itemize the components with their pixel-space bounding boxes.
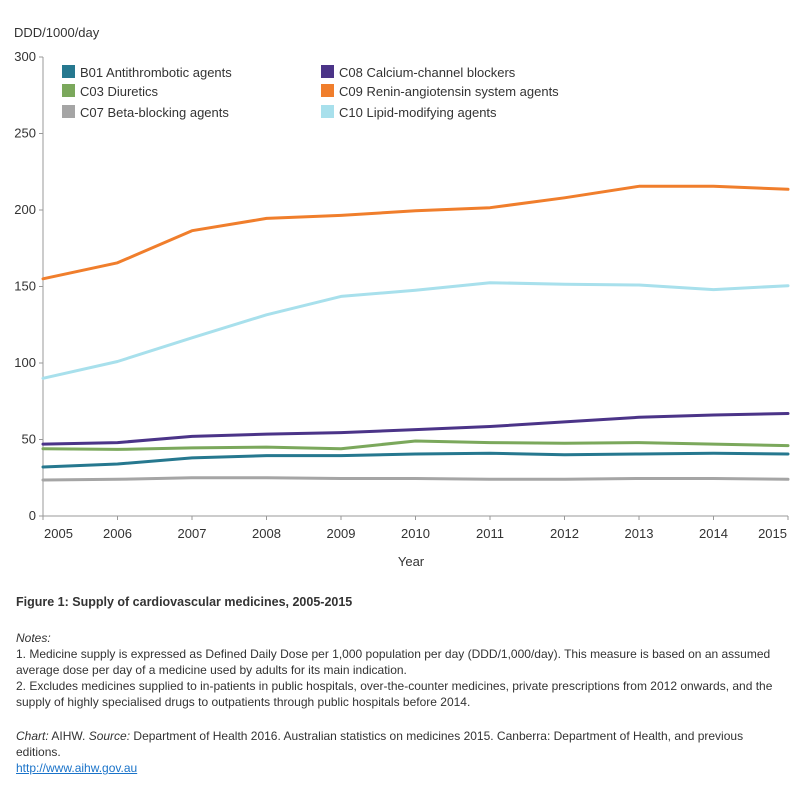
x-tick-label: 2011 xyxy=(476,526,504,541)
legend-label: C09 Renin-angiotensin system agents xyxy=(339,84,559,99)
legend-swatch xyxy=(62,105,75,118)
legend-swatch xyxy=(321,105,334,118)
line-chart: DDD/1000/day Year 0 50 100 150 200 250 300 200… xyxy=(14,25,790,569)
notes-heading: Notes: xyxy=(16,631,51,645)
series-line-c07 xyxy=(41,476,790,482)
figure-caption-block: Figure 1: Supply of cardiovascular medic… xyxy=(16,594,791,776)
y-tick-label: 100 xyxy=(14,355,36,370)
chart-label: Chart: xyxy=(16,729,49,743)
legend-label: C03 Diuretics xyxy=(80,84,159,99)
x-axis-ticks: 2005 2006 2007 2008 2009 2010 2011 2012 2013 2014… xyxy=(42,516,789,541)
x-tick-label: 2009 xyxy=(327,526,356,541)
x-tick-label: 2010 xyxy=(401,526,430,541)
source-text: Department of Health 2016. Australian st… xyxy=(16,729,744,759)
legend-item-c10[interactable]: C10 Lipid-modifying agents xyxy=(321,105,497,120)
legend-swatch xyxy=(62,84,75,97)
series-line-b01 xyxy=(41,451,790,469)
y-tick-label: 0 xyxy=(29,508,36,523)
x-axis-label: Year xyxy=(398,554,425,569)
y-tick-label: 150 xyxy=(14,279,36,294)
note-1: 1. Medicine supply is expressed as Defin… xyxy=(16,647,771,677)
x-tick-label: 2014 xyxy=(699,526,728,541)
series-line-c03 xyxy=(41,439,790,451)
series-line-c09 xyxy=(41,184,790,281)
legend-item-c08[interactable]: C08 Calcium-channel blockers xyxy=(321,65,516,80)
aihw-link[interactable]: http://www.aihw.gov.au xyxy=(16,761,138,775)
x-tick-label: 2006 xyxy=(103,526,132,541)
x-tick-label: 2015 xyxy=(758,526,787,541)
legend[interactable]: B01 Antithrombotic agents C03 Diuretics C0… xyxy=(62,65,559,120)
series-line-c10 xyxy=(41,281,790,380)
x-tick-label: 2008 xyxy=(252,526,281,541)
series-line-c08 xyxy=(41,412,790,446)
legend-item-c03[interactable]: C03 Diuretics xyxy=(62,84,159,99)
y-axis-ticks: 0 50 100 150 200 250 300 xyxy=(14,49,43,523)
legend-label: B01 Antithrombotic agents xyxy=(80,65,232,80)
legend-item-c09[interactable]: C09 Renin-angiotensin system agents xyxy=(321,84,559,99)
x-tick-label: 2012 xyxy=(550,526,579,541)
x-tick-label: 2007 xyxy=(178,526,207,541)
x-tick-label: 2013 xyxy=(625,526,654,541)
legend-label: C08 Calcium-channel blockers xyxy=(339,65,516,80)
legend-swatch xyxy=(321,65,334,78)
legend-item-c07[interactable]: C07 Beta-blocking agents xyxy=(62,105,229,120)
y-tick-label: 200 xyxy=(14,202,36,217)
source-line: Chart: AIHW. Source: Department of Healt… xyxy=(16,728,791,760)
legend-swatch xyxy=(62,65,75,78)
legend-label: C07 Beta-blocking agents xyxy=(80,105,229,120)
y-axis-label: DDD/1000/day xyxy=(14,25,100,40)
x-tick-label: 2005 xyxy=(44,526,73,541)
note-2: 2. Excludes medicines supplied to in-pat… xyxy=(16,679,773,709)
legend-swatch xyxy=(321,84,334,97)
legend-item-b01[interactable]: B01 Antithrombotic agents xyxy=(62,65,232,80)
y-tick-label: 50 xyxy=(22,432,36,447)
y-tick-label: 300 xyxy=(14,49,36,64)
y-tick-label: 250 xyxy=(14,126,36,141)
legend-label: C10 Lipid-modifying agents xyxy=(339,105,497,120)
series-lines xyxy=(41,184,790,482)
source-label: Source: xyxy=(88,729,131,743)
figure-title: Figure 1: Supply of cardiovascular medic… xyxy=(16,595,353,609)
chart-credit: AIHW. xyxy=(48,729,89,743)
